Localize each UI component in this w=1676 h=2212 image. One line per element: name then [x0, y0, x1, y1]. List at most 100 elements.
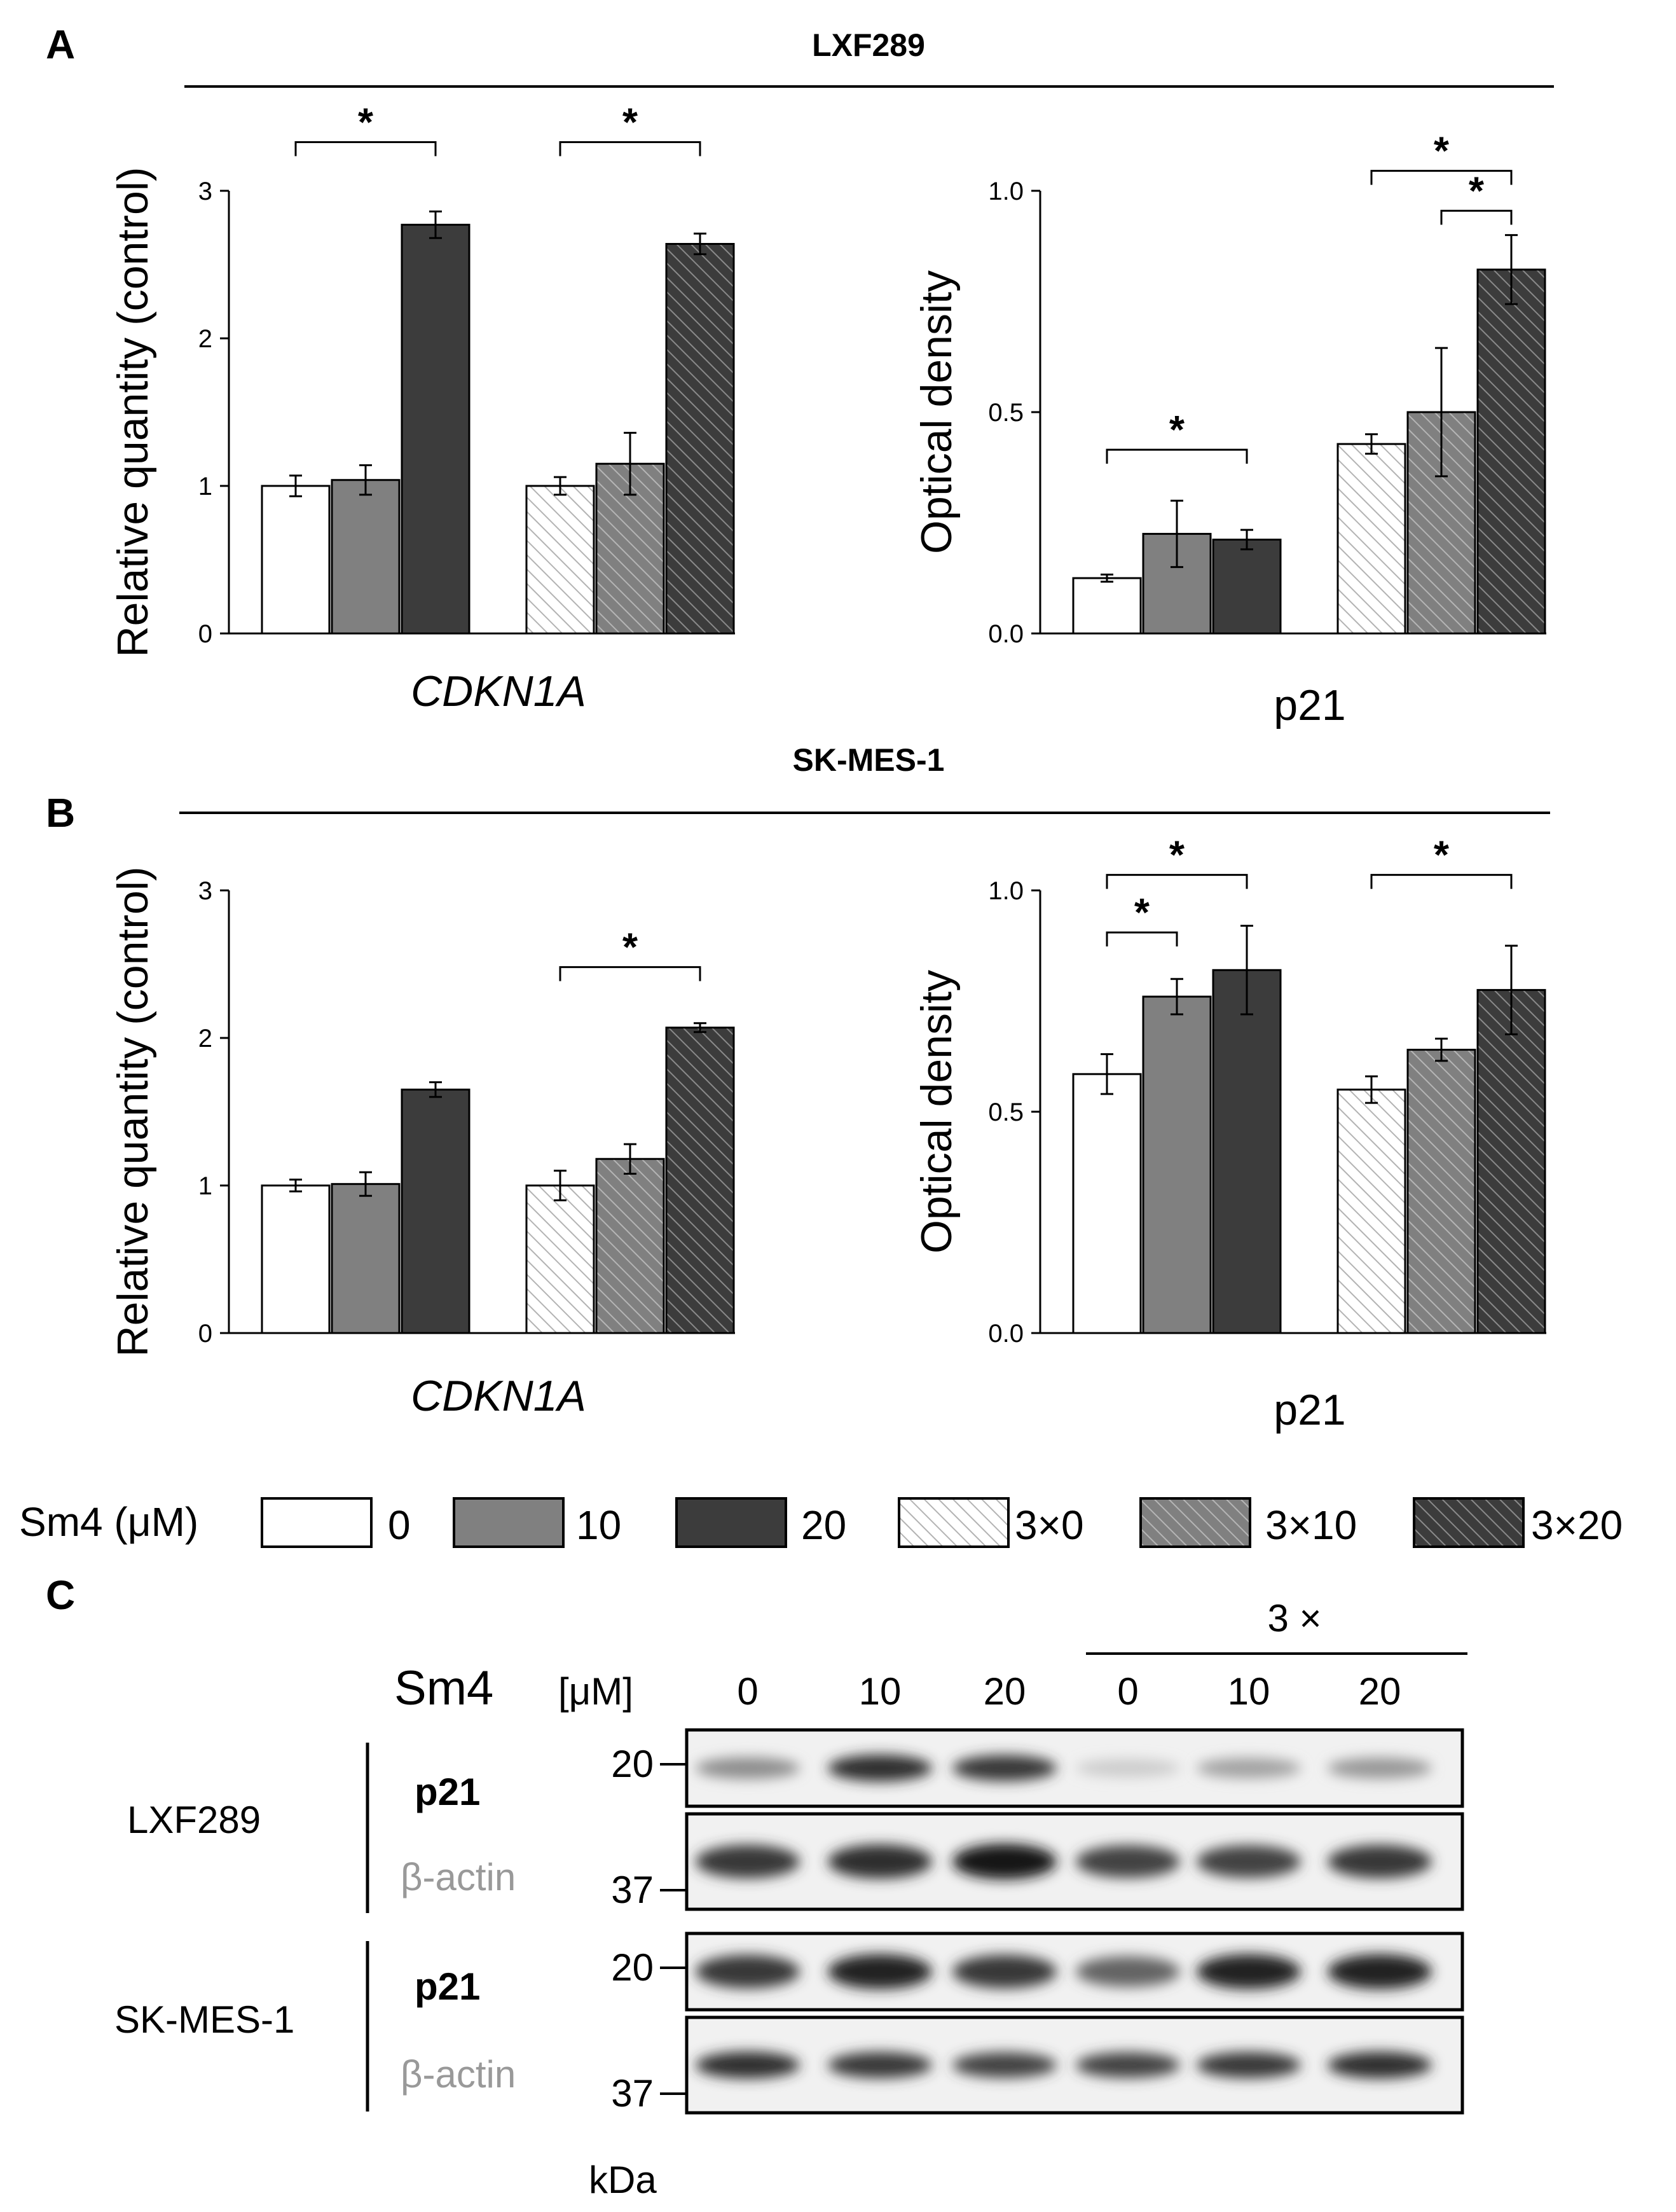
chart-a-left: 0 1 2 3 Relative quantity (control) CDKN1A * *: [109, 100, 735, 715]
blot-sm4-label: Sm4: [394, 1661, 493, 1715]
significance-star: *: [1169, 408, 1185, 452]
y-axis-label: Relative quantity (control): [109, 866, 157, 1357]
bar-3×10: [595, 1158, 665, 1334]
blot-band: [828, 1844, 932, 1879]
y-tick-label: 0: [198, 1320, 212, 1348]
blot-lane-label-3: 0: [1117, 1670, 1138, 1713]
y-axis-label: Relative quantity (control): [109, 167, 157, 657]
y-tick-label: 0.0: [988, 1320, 1024, 1348]
y-tick-label: 3: [198, 877, 212, 905]
blot-band: [1076, 1845, 1180, 1878]
blot-panels: 20 37 20 37: [611, 1728, 1464, 2115]
blot-unit-label: [μM]: [558, 1670, 633, 1713]
blot-protein-0: p21: [415, 1771, 480, 1813]
bar-3×20: [1476, 268, 1546, 635]
blot-protein-1: β-actin: [401, 1856, 516, 1898]
significance-star: *: [622, 926, 638, 970]
y-tick-label: 0.5: [988, 399, 1024, 427]
blot-cell-line-skmes1: SK-MES-1: [114, 1998, 294, 2041]
bar-3×0: [1336, 443, 1406, 635]
blot-band: [1328, 1954, 1432, 1989]
blot-band: [696, 1757, 800, 1780]
legend-label-3: 3×0: [1015, 1502, 1084, 1548]
significance-bracket: [559, 966, 701, 981]
blot-marker-label: 20: [611, 1743, 654, 1785]
blot-marker-label: 37: [611, 1869, 654, 1911]
chart-b-left: 0 1 2 3 Relative quantity (control) CDKN1A *: [109, 866, 735, 1420]
legend-swatch-1: [453, 1497, 565, 1548]
blot-band: [1076, 1956, 1180, 1987]
bar-3×0: [525, 485, 595, 635]
y-tick-label: 2: [198, 325, 212, 353]
y-tick-label: 1.0: [988, 177, 1024, 205]
significance-star: *: [358, 100, 374, 144]
chart-b-right: 0.0 0.5 1.0 Optical density p21 * * *: [912, 834, 1546, 1434]
blot-band: [828, 2052, 932, 2078]
bar-20: [1212, 538, 1282, 635]
blot-band: [696, 1844, 800, 1879]
cell-line-title-a: LXF289: [812, 27, 925, 63]
legend-swatch-5: [1413, 1497, 1525, 1548]
blot-band: [1328, 2051, 1432, 2079]
bar-3×20: [665, 243, 735, 635]
bar-20: [1212, 969, 1282, 1334]
blot-lane-label-1: 10: [859, 1670, 902, 1713]
bar-3×20: [665, 1027, 735, 1334]
blot-marker-label: 37: [611, 2072, 654, 2115]
panel-letter-c: C: [46, 1572, 75, 1618]
legend-swatch-0: [261, 1497, 373, 1548]
cell-line-title-b: SK-MES-1: [793, 742, 945, 778]
blot-cell-line-lxf289: LXF289: [127, 1799, 261, 1841]
blot-header: 3 × Sm4 [μM] 0 10 20 0 10 20: [394, 1597, 1467, 1715]
blot-band: [1197, 2052, 1301, 2078]
chart-a-right: 0.0 0.5 1.0 Optical density p21 * * *: [912, 130, 1546, 729]
blot-band: [952, 1954, 1057, 1989]
significance-bracket: [294, 141, 437, 156]
blot-band: [1197, 1757, 1301, 1779]
legend-item-3: 3×0: [898, 1497, 1084, 1548]
blot-band: [1197, 1954, 1301, 1989]
significance-bracket: [1370, 874, 1513, 889]
bar-0: [1072, 1073, 1142, 1334]
legend-item-0: 0: [261, 1497, 411, 1548]
bar-3×20: [1476, 989, 1546, 1334]
significance-star: *: [1469, 169, 1485, 213]
legend-label-5: 3×20: [1531, 1502, 1623, 1548]
blot-band: [1197, 1845, 1301, 1878]
significance-bracket: [559, 141, 701, 156]
bar-20: [401, 223, 471, 635]
blot-row-labels: LXF289 SK-MES-1 p21 β-actin p21 β-actin: [114, 1743, 516, 2112]
bar-0: [261, 1184, 331, 1334]
category-label: p21: [1274, 681, 1345, 729]
blot-band: [696, 1954, 800, 1989]
significance-bracket: [1370, 170, 1513, 185]
significance-star: *: [1134, 891, 1150, 935]
blot-kda-label: kDa: [589, 2159, 657, 2201]
legend-title: Sm4 (μM): [19, 1499, 198, 1545]
legend-item-4: 3×10: [1139, 1497, 1357, 1548]
blot-band: [1328, 1844, 1432, 1879]
y-tick-label: 0.5: [988, 1098, 1024, 1126]
significance-star: *: [1434, 130, 1450, 174]
blot-band: [1328, 1757, 1432, 1779]
legend-label-4: 3×10: [1265, 1502, 1357, 1548]
blot-band: [828, 1754, 932, 1782]
blot-lane-label-4: 10: [1228, 1670, 1270, 1713]
blot-band: [952, 1844, 1057, 1879]
bar-10: [331, 1183, 401, 1334]
legend-swatch-3: [898, 1497, 1010, 1548]
y-tick-label: 1.0: [988, 877, 1024, 905]
bar-20: [401, 1088, 471, 1334]
category-label: CDKN1A: [411, 1372, 586, 1420]
legend-item-1: 10: [453, 1497, 621, 1548]
bar-3×10: [1406, 1049, 1476, 1334]
blot-band: [1076, 1759, 1180, 1778]
bar-10: [331, 479, 401, 635]
significance-star: *: [1434, 834, 1450, 878]
significance-bracket: [1106, 931, 1178, 947]
category-label: CDKN1A: [411, 667, 586, 715]
blot-lane-label-2: 20: [984, 1670, 1026, 1713]
significance-star: *: [622, 100, 638, 144]
blot-marker-label: 20: [611, 1946, 654, 1989]
